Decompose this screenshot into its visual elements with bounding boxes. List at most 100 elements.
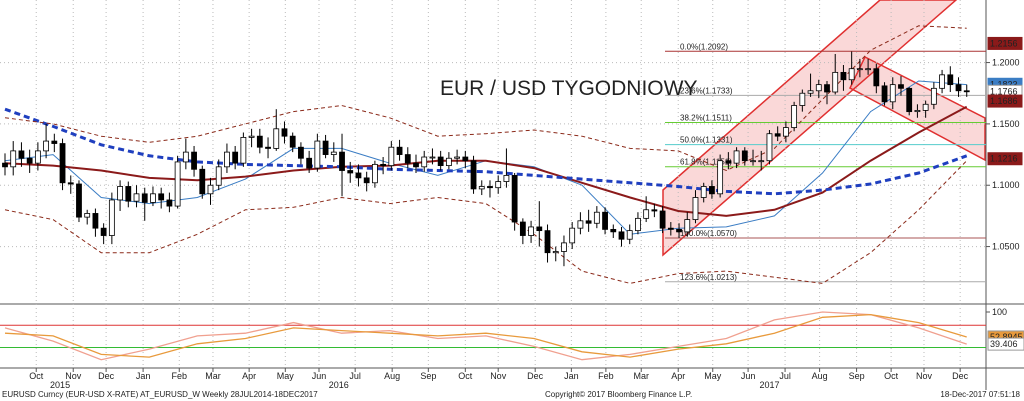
candle-body — [898, 84, 904, 89]
candle-body — [947, 74, 954, 86]
candle-body — [750, 160, 756, 163]
x-tick-label: Apr — [242, 371, 256, 381]
chart-title: EUR / USD TYGODNIOWY — [440, 77, 697, 100]
candle-body — [676, 228, 682, 233]
candle-body — [470, 160, 477, 190]
candle-body — [725, 160, 732, 164]
x-tick-label: Nov — [490, 371, 507, 381]
candle-body — [289, 135, 296, 148]
candle-body — [741, 150, 748, 162]
candle-body — [700, 186, 707, 198]
candle-body — [667, 227, 674, 230]
candle-body — [602, 211, 608, 230]
candle-body — [503, 175, 510, 182]
candle-body — [150, 193, 156, 203]
candle-body — [2, 162, 8, 168]
x-tick-label: Sep — [420, 371, 436, 381]
footer-left: EURUSD Curncy (EUR-USD X-RATE) AT_EURUSD… — [2, 390, 318, 399]
candle-body — [256, 135, 263, 148]
candle-body — [207, 184, 214, 195]
y-tick-label: 1.2000 — [992, 58, 1020, 68]
candle-body — [322, 140, 329, 155]
candle-body — [232, 151, 239, 164]
x-tick-label: Mar — [633, 371, 649, 381]
candle-body — [339, 151, 345, 171]
candle-body — [248, 135, 255, 138]
candle-body — [240, 136, 247, 164]
fib-label: 123.6%(1.0213) — [680, 273, 737, 282]
price-tag — [987, 94, 1023, 108]
overlay-line — [4, 105, 968, 217]
candle-body — [807, 90, 814, 94]
osc-tag — [987, 337, 1024, 351]
x-tick-label: Jan — [136, 371, 151, 381]
osc-tag-label: 39.406 — [990, 339, 1018, 349]
candle-body — [618, 231, 625, 240]
price-tag — [987, 36, 1023, 50]
candle-body — [832, 71, 839, 93]
footer-right: 18-Dec-2017 07:51:18 — [940, 390, 1020, 399]
overlay-line — [4, 160, 968, 284]
candle-body — [215, 166, 222, 186]
candle-body — [59, 143, 66, 184]
candle-body — [273, 128, 280, 149]
candle-body — [709, 186, 715, 195]
candle-body — [224, 151, 230, 168]
year-label: 2016 — [329, 380, 349, 390]
x-tick-label: Jun — [312, 371, 327, 381]
candle-body — [955, 84, 962, 92]
x-tick-label: Feb — [172, 371, 188, 381]
candle-body — [26, 157, 33, 164]
candle-body — [783, 127, 789, 137]
candle-body — [774, 133, 781, 137]
candle-body — [100, 227, 107, 236]
candle-body — [914, 110, 921, 113]
x-tick-label: Jan — [564, 371, 579, 381]
candle-body — [76, 183, 82, 218]
candle-body — [84, 213, 91, 218]
candle-body — [347, 170, 354, 174]
fib-label: 100.0%(1.0570) — [680, 229, 737, 238]
x-tick-label: Feb — [598, 371, 614, 381]
candle-body — [404, 154, 411, 164]
x-tick-label: May — [704, 371, 722, 381]
osc-tag-label: 52.8945 — [990, 332, 1023, 342]
x-tick-label: Oct — [458, 371, 473, 381]
price-tag — [987, 152, 1023, 166]
candle-body — [626, 230, 633, 240]
osc-line — [4, 311, 967, 361]
price-tag-label: 1.1823 — [990, 79, 1018, 89]
candle-body — [43, 140, 49, 152]
candle-body — [421, 156, 428, 168]
candle-body — [108, 199, 115, 236]
candle-body — [314, 140, 321, 169]
candle-body — [511, 175, 518, 223]
candle-body — [125, 186, 132, 202]
candle-body — [380, 163, 387, 167]
candle-body — [840, 71, 847, 81]
candle-body — [799, 92, 806, 106]
candle-body — [610, 228, 617, 233]
candle-body — [643, 209, 650, 219]
candle-body — [298, 146, 304, 159]
fib-label: 23.6%(1.1733) — [680, 86, 733, 95]
candle-body — [487, 186, 493, 189]
x-tick-label: Nov — [916, 371, 933, 381]
x-tick-label: Aug — [812, 371, 828, 381]
candle-body — [265, 146, 271, 149]
candle-body — [454, 156, 461, 159]
candle-body — [388, 146, 395, 167]
candle-body — [881, 85, 888, 103]
candle-body — [478, 186, 485, 190]
footer-center: Copyright© 2017 Bloomberg Finance L.P. — [545, 390, 692, 399]
candle-body — [67, 182, 74, 185]
x-tick-label: Jul — [349, 371, 361, 381]
candle-body — [585, 220, 592, 224]
x-tick-label: Dec — [527, 371, 544, 381]
candle-body — [635, 217, 641, 232]
overlay-line — [4, 25, 967, 172]
candle-body — [495, 181, 502, 189]
candle-body — [873, 68, 880, 87]
